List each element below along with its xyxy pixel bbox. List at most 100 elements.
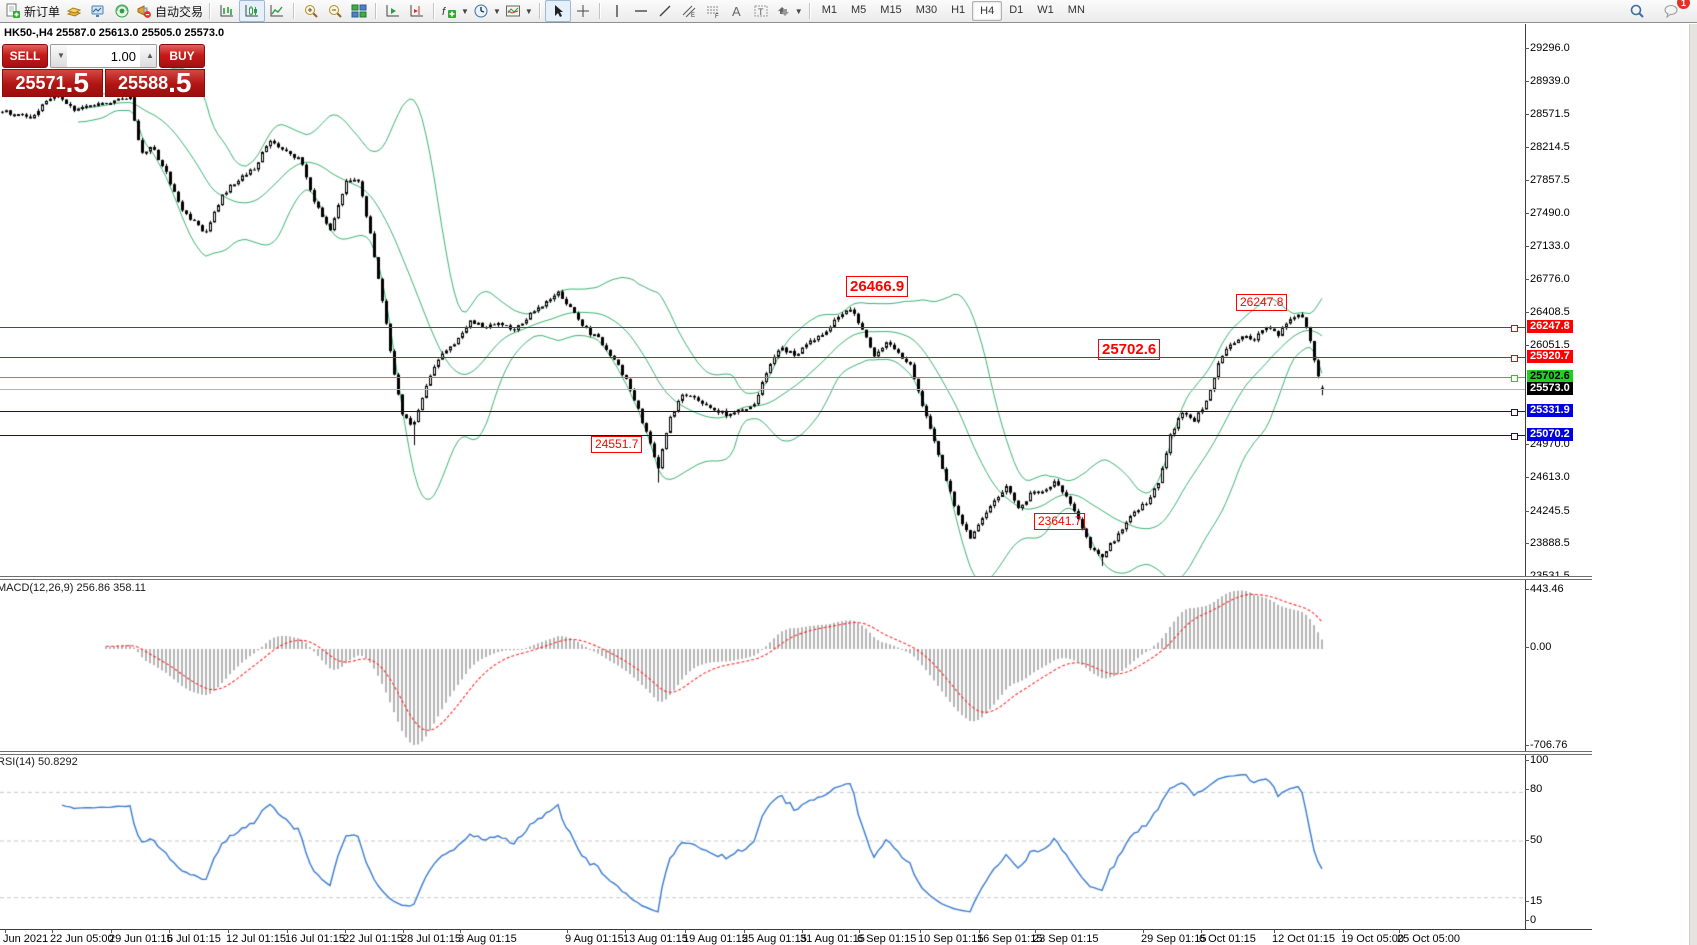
line-end-handle[interactable] [1511,325,1518,333]
time-axis-line [0,929,1592,930]
timeframe-button-m5[interactable]: M5 [851,4,867,16]
right-scroll-strip[interactable] [1689,24,1697,945]
zoom-out-button[interactable] [323,1,347,21]
one-click-trading-panel: SELL ▼ ▲ BUY 25571.5 25588.5 [2,44,205,97]
price-tick-mark [1525,246,1529,248]
rsi-axis-tick: 0 [1530,914,1537,926]
timeframe-button-d1[interactable]: D1 [1009,4,1024,16]
zoom-in-button[interactable] [299,1,323,21]
horizontal-line-button[interactable] [629,1,653,21]
tile-windows-button[interactable] [347,1,371,21]
buy-price-display[interactable]: 25588.5 [104,69,205,97]
price-annotation[interactable]: 23641.7 [1034,513,1086,530]
horizontal-level-line[interactable] [0,411,1525,413]
arrows-button[interactable]: ▼ [773,1,805,21]
date-tick-mark [1274,929,1275,933]
profiles-button[interactable] [62,1,86,21]
new-order-button[interactable]: 新订单 [3,1,62,21]
date-axis-label: 9 Aug 01:15 [565,933,624,945]
profiles-icon [66,7,82,17]
price-axis-tick: 28571.5 [1530,108,1570,121]
macd-tick-mark [1525,647,1529,648]
horizontal-level-line[interactable] [0,357,1525,359]
price-axis-tick: 26051.5 [1530,339,1570,352]
price-annotation[interactable]: 26247.8 [1236,294,1288,311]
equidistant-channel-button[interactable]: E [677,1,701,21]
text-label-button[interactable]: T [749,1,773,21]
macd-pane-separator[interactable] [0,576,1592,580]
trendline-button[interactable] [653,1,677,21]
text-button[interactable]: A [725,1,749,21]
toolbar-separator [209,3,212,19]
price-chart-canvas[interactable] [0,24,1525,930]
periods-button[interactable]: ▼ [471,1,503,21]
timeframe-button-h4[interactable]: H4 [972,1,1003,21]
line-end-handle[interactable] [1511,355,1518,363]
price-tick-mark [1525,476,1529,478]
rsi-tick-mark [1525,760,1529,761]
price-level-chip: 25331.9 [1527,404,1573,418]
indicators-button[interactable]: f ▼ [439,1,471,21]
line-chart-button[interactable] [265,1,289,21]
periods-clock-icon [474,4,488,18]
horizontal-level-line[interactable] [0,435,1525,437]
search-button[interactable] [1625,1,1649,21]
volume-decrease-button[interactable]: ▼ [51,45,67,67]
price-annotation[interactable]: 25702.6 [1098,339,1161,360]
date-axis-label: 31 Aug 01:15 [800,933,865,945]
toolbar-separator [808,3,811,19]
horizontal-level-line[interactable] [0,327,1525,329]
date-axis-label: 16 Sep 01:15 [977,933,1043,945]
timeframe-button-h1[interactable]: H1 [951,4,966,16]
line-end-handle[interactable] [1511,433,1518,441]
macd-axis-tick: -706.76 [1530,739,1568,751]
fibonacci-button[interactable]: F [701,1,725,21]
cursor-button[interactable] [544,0,571,22]
price-tick-mark [1525,444,1529,446]
notifications-button[interactable]: 1 [1659,0,1690,21]
autotrading-button[interactable]: 自动交易 [134,1,205,21]
auto-scroll-button[interactable] [381,1,405,21]
sell-button[interactable]: SELL [2,44,48,68]
bar-chart-button[interactable] [215,1,239,21]
date-tick-mark [169,929,170,933]
line-end-handle[interactable] [1511,375,1518,383]
svg-text:E: E [691,13,695,19]
horizontal-level-line[interactable] [0,389,1525,390]
toolbar: 新订单 自动交易 f ▼ ▼ ▼ E F A T ▼ M1 M5 M15 M30 H1 H4… [0,0,1697,23]
date-tick-mark [567,929,568,933]
candlestick-chart-button[interactable] [239,0,266,22]
chat-bubble-icon [1664,5,1678,19]
date-axis-label: 12 Oct 01:15 [1272,933,1335,945]
timeframe-button-m1[interactable]: M1 [821,4,837,16]
price-annotation[interactable]: 24551.7 [591,436,643,453]
volume-input[interactable] [67,45,140,67]
price-annotation[interactable]: 26466.9 [846,276,909,297]
rsi-indicator-label: RSI(14) 50.8292 [0,756,78,768]
symbol-ohlc-readout: HK50-,H4 25587.0 25613.0 25505.0 25573.0 [4,27,225,39]
strategy-tester-button[interactable] [110,1,134,21]
rsi-pane-separator[interactable] [0,751,1592,755]
timeframe-button-mn[interactable]: MN [1067,4,1085,16]
dropdown-caret-icon: ▼ [492,6,501,16]
sell-price-display[interactable]: 25571.5 [2,69,103,97]
line-end-handle[interactable] [1511,409,1518,417]
volume-increase-button[interactable]: ▲ [140,45,156,67]
timeframe-button-m30[interactable]: M30 [915,4,938,16]
chart-shift-button[interactable] [405,1,429,21]
date-tick-mark [625,929,626,933]
rsi-tick-mark [1525,901,1529,902]
crosshair-button[interactable] [571,1,595,21]
templates-button[interactable]: ▼ [503,1,535,21]
bar-chart-icon [220,5,234,17]
svg-text:A: A [732,4,741,19]
new-order-icon [6,3,20,18]
terminal-button[interactable] [86,1,110,21]
timeframe-button-w1[interactable]: W1 [1037,4,1054,16]
date-tick-mark [1035,929,1036,933]
vertical-line-button[interactable] [605,1,629,21]
horizontal-level-line[interactable] [0,377,1525,379]
timeframe-button-m15[interactable]: M15 [880,4,902,16]
price-axis-tick: 24970.0 [1530,438,1570,451]
buy-button[interactable]: BUY [159,44,205,68]
